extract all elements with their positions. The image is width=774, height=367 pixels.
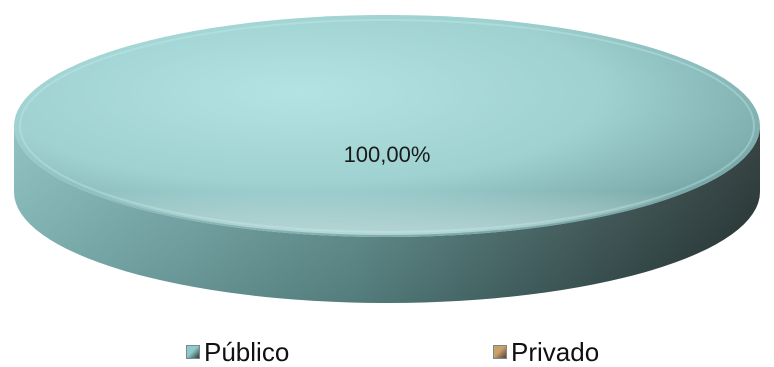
- legend-entry-privado: Privado: [493, 337, 599, 367]
- legend-swatch-privado: [493, 345, 507, 359]
- pie-rim-highlight: [16, 17, 758, 235]
- legend-label-privado: Privado: [511, 337, 600, 367]
- pie-bevel-edge: [19, 19, 755, 233]
- legend-entry-publico: Público: [186, 337, 289, 367]
- legend: Público Privado: [0, 337, 774, 367]
- legend-label-publico: Público: [204, 337, 290, 367]
- data-label-publico: 100,00%: [344, 142, 431, 167]
- pie-group: 100,00%: [14, 15, 760, 303]
- pie-side-shade: [14, 126, 760, 303]
- legend-swatch-publico: [186, 345, 200, 359]
